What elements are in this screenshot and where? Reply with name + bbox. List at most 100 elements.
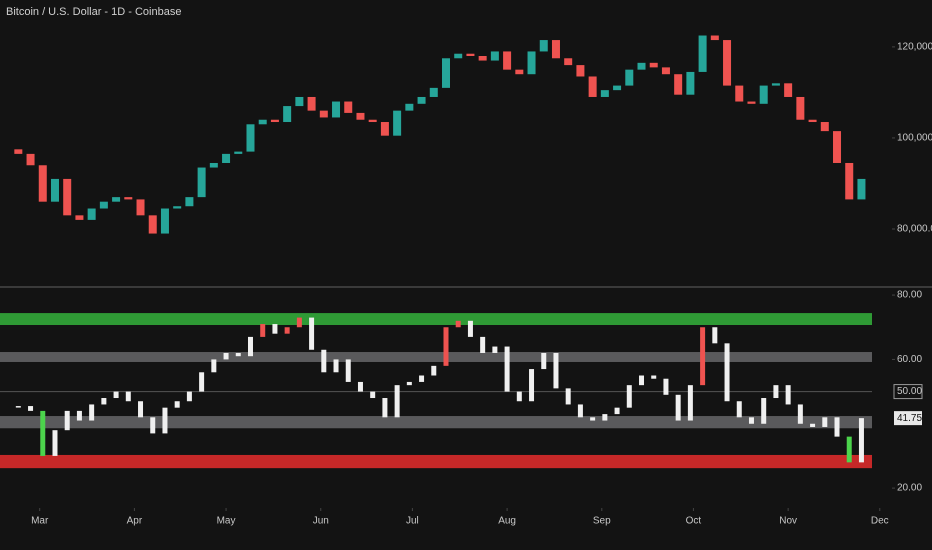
candle bbox=[625, 69, 634, 86]
osc-bar bbox=[614, 407, 620, 415]
osc-bar bbox=[565, 388, 571, 405]
y-tick-label: 80.00 bbox=[897, 290, 922, 301]
candle bbox=[759, 85, 768, 104]
osc-bar bbox=[186, 391, 192, 402]
osc-bar bbox=[333, 359, 339, 373]
osc-bar bbox=[162, 407, 168, 434]
osc-bar bbox=[284, 327, 290, 334]
y-tick-label: 60.00 bbox=[897, 354, 922, 365]
candle bbox=[136, 199, 145, 216]
level-band bbox=[0, 352, 872, 362]
x-tick-label: Jul bbox=[406, 516, 419, 527]
osc-bar bbox=[101, 398, 107, 405]
candle bbox=[234, 151, 243, 154]
candle bbox=[173, 206, 182, 209]
candle bbox=[551, 40, 560, 59]
osc-bar bbox=[602, 414, 608, 421]
candle bbox=[454, 53, 463, 59]
candle bbox=[735, 85, 744, 102]
osc-bar bbox=[235, 352, 241, 357]
candle bbox=[661, 67, 670, 75]
candle bbox=[87, 208, 96, 220]
candle bbox=[466, 53, 475, 56]
x-tick-label: Sep bbox=[593, 516, 611, 527]
candle bbox=[63, 178, 72, 216]
candle bbox=[368, 119, 377, 123]
osc-bar bbox=[321, 349, 327, 373]
osc-bar bbox=[247, 336, 253, 357]
osc-bar bbox=[52, 430, 58, 456]
osc-bar bbox=[89, 404, 95, 421]
x-tick-label: May bbox=[217, 516, 236, 527]
osc-bar bbox=[150, 417, 156, 434]
osc-bar bbox=[406, 381, 412, 386]
osc-bar bbox=[724, 343, 730, 402]
candle bbox=[808, 119, 817, 123]
osc-bar bbox=[443, 327, 449, 366]
osc-bar bbox=[687, 385, 693, 421]
midline-label: 50.00 bbox=[897, 386, 922, 397]
level-band bbox=[0, 454, 872, 469]
osc-bar bbox=[125, 391, 131, 402]
osc-bar bbox=[357, 381, 363, 392]
candle bbox=[686, 71, 695, 95]
osc-bar bbox=[858, 418, 864, 463]
chart-title: Bitcoin / U.S. Dollar - 1D - Coinbase bbox=[6, 6, 181, 18]
osc-bar bbox=[773, 385, 779, 399]
osc-bar bbox=[138, 401, 144, 418]
candle bbox=[515, 69, 524, 75]
candle bbox=[344, 101, 353, 113]
candle bbox=[747, 101, 756, 104]
candle bbox=[197, 167, 206, 198]
candle bbox=[588, 76, 597, 97]
osc-bar bbox=[419, 375, 425, 382]
osc-bar bbox=[577, 404, 583, 418]
osc-bar bbox=[822, 417, 828, 427]
osc-bar bbox=[529, 369, 535, 402]
osc-bar bbox=[712, 327, 718, 344]
last-value-label: 41.75 bbox=[897, 413, 922, 424]
osc-bar bbox=[394, 385, 400, 418]
candle bbox=[833, 131, 842, 163]
candle bbox=[649, 62, 658, 68]
midline-label-box bbox=[893, 384, 923, 400]
y-tick-label: 100,000.00 bbox=[897, 133, 932, 144]
candle bbox=[405, 103, 414, 111]
candle bbox=[503, 51, 512, 70]
osc-bar bbox=[590, 417, 596, 421]
candle bbox=[332, 101, 341, 118]
last-value-box bbox=[894, 411, 922, 426]
osc-bar bbox=[455, 320, 461, 328]
x-tick-label: Apr bbox=[127, 516, 143, 527]
osc-bar bbox=[211, 359, 217, 373]
candle bbox=[564, 58, 573, 66]
candle bbox=[674, 74, 683, 95]
osc-bar bbox=[113, 391, 119, 399]
candle bbox=[307, 96, 316, 111]
candle bbox=[478, 55, 487, 61]
candle bbox=[38, 165, 47, 202]
x-tick-label: Aug bbox=[498, 516, 516, 527]
osc-bar bbox=[541, 352, 547, 370]
osc-bar bbox=[223, 352, 229, 360]
y-tick-label: 120,000.00 bbox=[897, 42, 932, 53]
x-tick-label: Mar bbox=[31, 516, 49, 527]
candle bbox=[527, 51, 536, 75]
candle bbox=[14, 149, 23, 154]
osc-bar bbox=[260, 324, 266, 337]
candle bbox=[393, 110, 402, 136]
y-tick-label: 80,000.00 bbox=[897, 224, 932, 235]
level-band bbox=[0, 416, 872, 429]
candle bbox=[209, 162, 218, 168]
candle bbox=[246, 124, 255, 152]
osc-bar bbox=[785, 385, 791, 405]
candle bbox=[148, 215, 157, 234]
osc-bar bbox=[64, 410, 70, 431]
osc-bar bbox=[480, 336, 486, 353]
osc-bar bbox=[846, 436, 852, 463]
candle bbox=[576, 65, 585, 77]
candle bbox=[283, 106, 292, 123]
candle bbox=[796, 96, 805, 120]
